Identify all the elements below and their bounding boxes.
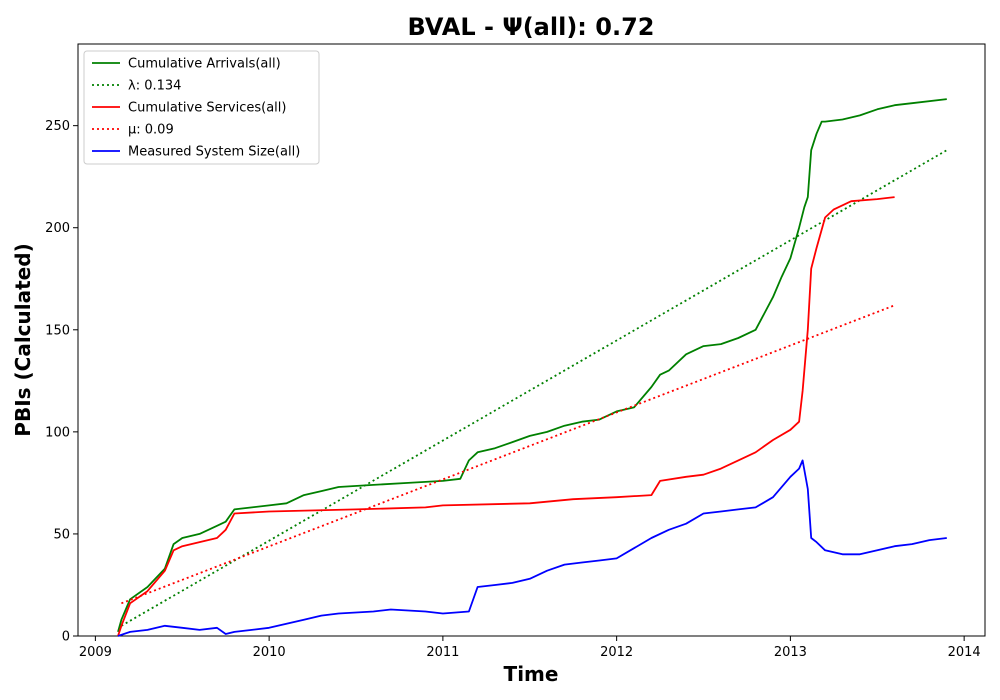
series-line-3	[121, 304, 895, 605]
x-tick-label: 2012	[600, 645, 633, 660]
x-tick-label: 2009	[79, 645, 112, 660]
y-tick-label: 200	[45, 221, 70, 236]
y-axis-label: PBIs (Calculated)	[11, 243, 35, 436]
chart-title: BVAL - Ψ(all): 0.72	[408, 13, 655, 41]
legend-entry: μ: 0.09	[128, 123, 174, 138]
series-layer	[117, 98, 948, 637]
x-axis-label: Time	[504, 662, 559, 686]
legend: Cumulative Arrivals(all) λ: 0.134 Cumulati…	[83, 50, 320, 165]
y-tick-label: 100	[45, 425, 70, 440]
x-tick-label: 2010	[253, 645, 286, 660]
series-line-2	[117, 196, 895, 637]
legend-entry: Measured System Size(all)	[128, 145, 300, 160]
legend-entry: Cumulative Services(all)	[128, 101, 286, 116]
x-axis: 2009 2010 2011 2012 2013 2014	[79, 636, 981, 660]
series-line-4	[117, 459, 947, 637]
legend-entry: Cumulative Arrivals(all)	[128, 57, 281, 72]
legend-entry: λ: 0.134	[128, 79, 181, 94]
x-tick-label: 2014	[948, 645, 981, 660]
series-line-0	[117, 98, 947, 633]
series-line-1	[120, 149, 948, 627]
legend-box	[83, 50, 320, 165]
y-axis: 0 50 100 150 200 250	[45, 119, 78, 645]
x-tick-label: 2013	[774, 645, 807, 660]
x-tick-label: 2011	[426, 645, 459, 660]
y-tick-label: 150	[45, 323, 70, 338]
y-tick-label: 50	[53, 527, 70, 542]
y-tick-label: 250	[45, 119, 70, 134]
y-tick-label: 0	[62, 630, 70, 645]
